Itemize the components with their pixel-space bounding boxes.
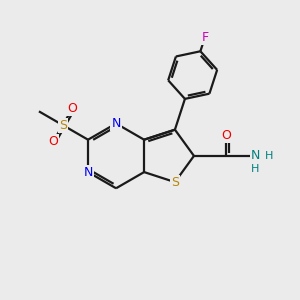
Text: O: O bbox=[221, 129, 231, 142]
Text: O: O bbox=[48, 135, 58, 148]
Text: S: S bbox=[59, 118, 67, 132]
Text: N: N bbox=[83, 166, 93, 178]
Text: N: N bbox=[111, 117, 121, 130]
Text: F: F bbox=[201, 31, 208, 44]
Text: S: S bbox=[171, 176, 179, 189]
Text: H: H bbox=[251, 164, 260, 174]
Text: H: H bbox=[265, 151, 273, 161]
Text: O: O bbox=[68, 102, 77, 115]
Text: N: N bbox=[251, 149, 260, 162]
